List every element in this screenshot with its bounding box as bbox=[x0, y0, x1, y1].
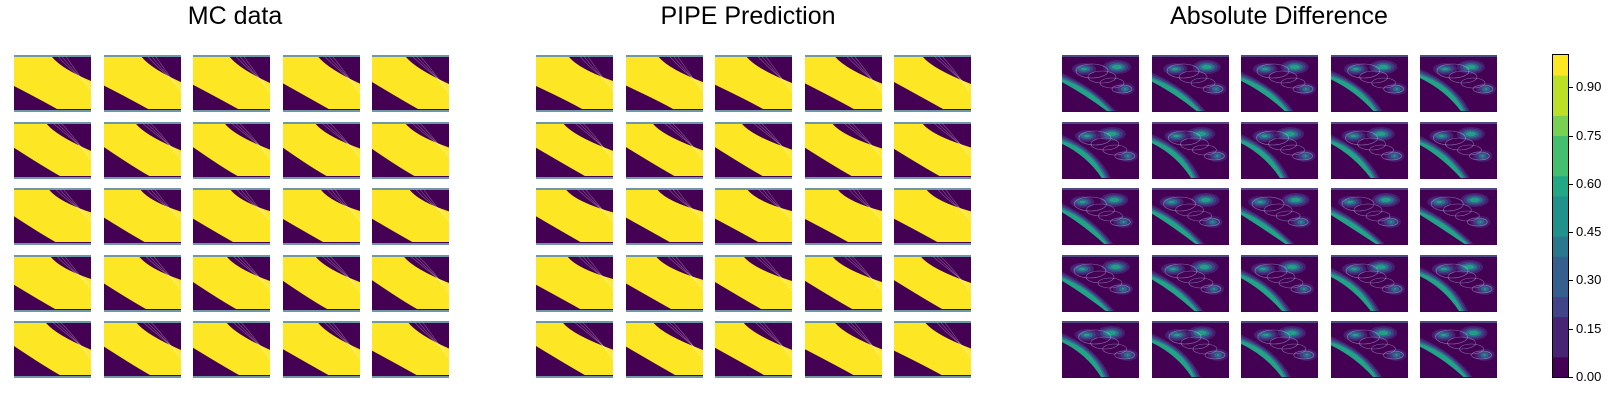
mc-tile bbox=[14, 321, 91, 378]
colorbar-tick-mark bbox=[1569, 135, 1573, 137]
diff-tile bbox=[1241, 254, 1318, 312]
pipe-tile bbox=[625, 321, 703, 378]
pipe-tile bbox=[536, 254, 613, 312]
mc-tile bbox=[372, 254, 449, 312]
diff-tile bbox=[1062, 121, 1139, 179]
pipe-tile bbox=[894, 321, 971, 378]
mc-tile bbox=[103, 188, 181, 245]
diff-tile bbox=[1151, 321, 1229, 378]
diff-tile bbox=[1330, 321, 1408, 378]
diff-tile bbox=[1241, 121, 1318, 179]
mc-tile bbox=[14, 55, 91, 112]
diff-tile bbox=[1330, 254, 1408, 312]
mc-tile bbox=[372, 121, 449, 179]
mc-tile bbox=[282, 254, 360, 312]
pipe-tile bbox=[536, 321, 613, 378]
mc-tile bbox=[14, 254, 91, 312]
mc-tile bbox=[14, 121, 91, 179]
diff-tile bbox=[1151, 55, 1229, 112]
pipe-grid bbox=[536, 55, 991, 390]
mc-tile bbox=[103, 121, 181, 179]
pipe-tile bbox=[625, 188, 703, 245]
mc-tile bbox=[193, 254, 270, 312]
pipe-tile bbox=[715, 188, 792, 245]
diff-tile bbox=[1330, 55, 1408, 112]
pipe-tile bbox=[536, 188, 613, 245]
colorbar-tick-mark bbox=[1569, 377, 1573, 378]
diff-tile bbox=[1420, 121, 1497, 179]
diff-tile bbox=[1241, 55, 1318, 112]
colorbar-tick-label: 0.00 bbox=[1576, 369, 1602, 384]
mc-tile bbox=[14, 188, 91, 245]
pipe-tile bbox=[715, 121, 792, 179]
diff-tile bbox=[1330, 188, 1408, 245]
diff-tile bbox=[1420, 188, 1497, 245]
pipe-tile bbox=[536, 55, 613, 112]
pipe-tile bbox=[804, 188, 882, 245]
diff-tile bbox=[1062, 254, 1139, 312]
diff-tile bbox=[1420, 254, 1497, 312]
mc-tile bbox=[193, 121, 270, 179]
colorbar-tick-label: 0.90 bbox=[1576, 79, 1602, 95]
mc-tile bbox=[103, 321, 181, 378]
mc-tile bbox=[193, 55, 270, 112]
diff-tile bbox=[1241, 188, 1318, 245]
colorbar-tick-label: 0.30 bbox=[1576, 272, 1602, 288]
colorbar-tick-label: 0.45 bbox=[1576, 224, 1602, 240]
diff-tile bbox=[1062, 188, 1139, 245]
colorbar-tick-label: 0.60 bbox=[1576, 175, 1602, 191]
colorbar-tick-label: 0.75 bbox=[1576, 127, 1602, 143]
diff-tile bbox=[1151, 188, 1229, 245]
mc-tile bbox=[193, 321, 270, 378]
pipe-tile bbox=[804, 321, 882, 378]
pipe-tile bbox=[715, 254, 792, 312]
diff-tile bbox=[1062, 321, 1139, 378]
diff-tile bbox=[1420, 321, 1497, 378]
mc-tile bbox=[282, 55, 360, 112]
mc-tile bbox=[372, 321, 449, 378]
colorbar-tick-mark bbox=[1569, 280, 1573, 282]
pipe-tile bbox=[625, 55, 703, 112]
pipe-tile bbox=[715, 55, 792, 112]
pipe-tile bbox=[894, 254, 971, 312]
mc-tile bbox=[103, 254, 181, 312]
diff-tile bbox=[1151, 121, 1229, 179]
pipe-tile bbox=[804, 254, 882, 312]
colorbar-tick-mark bbox=[1569, 232, 1573, 234]
mc-tile bbox=[193, 188, 270, 245]
panel-title-diff: Absolute Difference bbox=[1170, 2, 1388, 30]
pipe-tile bbox=[625, 121, 703, 179]
pipe-tile bbox=[894, 55, 971, 112]
colorbar-tick-mark bbox=[1569, 328, 1573, 330]
pipe-tile bbox=[804, 121, 882, 179]
pipe-tile bbox=[715, 321, 792, 378]
mc-tile bbox=[372, 188, 449, 245]
mc-tile bbox=[372, 55, 449, 112]
mc-tile bbox=[282, 321, 360, 378]
diff-grid bbox=[1062, 55, 1517, 390]
pipe-tile bbox=[804, 55, 882, 112]
diff-tile bbox=[1151, 254, 1229, 312]
colorbar-tick-label: 0.15 bbox=[1576, 320, 1602, 336]
mc-tile bbox=[282, 188, 360, 245]
diff-tile bbox=[1330, 121, 1408, 179]
mc-tile bbox=[103, 55, 181, 112]
diff-tile bbox=[1062, 55, 1139, 112]
mc-grid bbox=[14, 55, 469, 390]
colorbar-tick-mark bbox=[1569, 87, 1573, 89]
pipe-tile bbox=[625, 254, 703, 312]
pipe-tile bbox=[536, 121, 613, 179]
pipe-tile bbox=[894, 121, 971, 179]
colorbar bbox=[1552, 54, 1569, 390]
diff-tile bbox=[1241, 321, 1318, 378]
pipe-tile bbox=[894, 188, 971, 245]
mc-tile bbox=[282, 121, 360, 179]
panel-title-pipe: PIPE Prediction bbox=[660, 2, 836, 30]
diff-tile bbox=[1420, 55, 1497, 112]
panel-title-mc: MC data bbox=[187, 2, 283, 30]
colorbar-tick-mark bbox=[1569, 183, 1573, 185]
